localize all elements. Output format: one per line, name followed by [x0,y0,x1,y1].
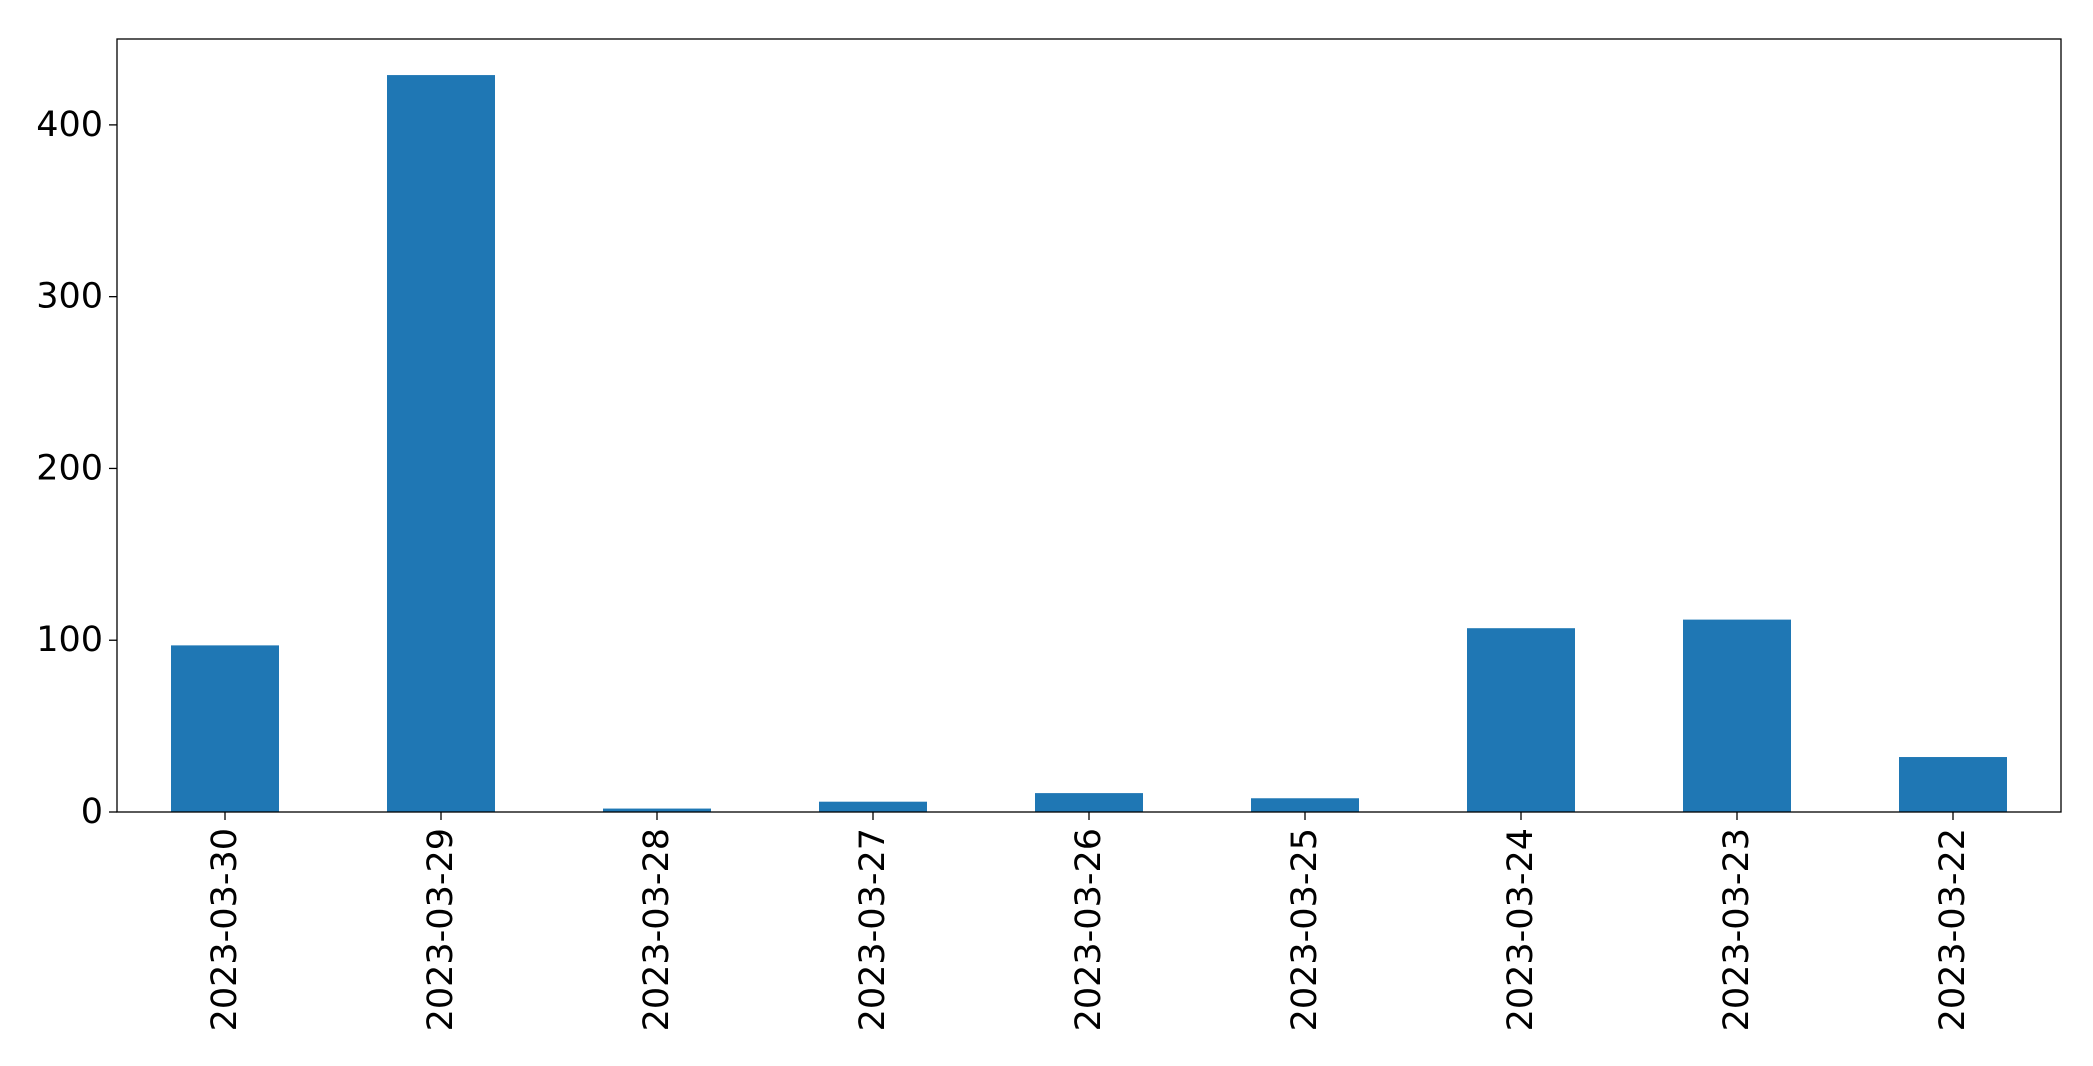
bar-2023-03-25 [1251,798,1359,812]
bar-2023-03-27 [819,801,927,812]
bar-2023-03-24 [1467,628,1575,812]
x-tick-label: 2023-03-29 [421,828,461,1031]
x-tick-label: 2023-03-26 [1069,828,1109,1031]
bars-group [171,75,2007,812]
y-tick-label: 300 [36,277,103,317]
bar-2023-03-22 [1899,757,2007,812]
bar-2023-03-30 [171,645,279,812]
y-tick-label: 200 [36,448,103,488]
bar-2023-03-26 [1035,793,1143,812]
x-tick-label: 2023-03-25 [1285,828,1325,1031]
x-tick-label: 2023-03-28 [637,828,677,1031]
y-tick-label: 400 [36,105,103,145]
y-tick-label: 0 [81,792,103,832]
x-tick-label: 2023-03-24 [1501,828,1541,1031]
y-axis: 0 100 200 300 400 [36,105,117,832]
bar-2023-03-23 [1683,619,1791,812]
x-tick-label: 2023-03-27 [853,828,893,1031]
bar-2023-03-28 [603,808,711,812]
x-axis: 2023-03-30 2023-03-29 2023-03-28 2023-03-27… [205,812,1973,1031]
x-tick-label: 2023-03-30 [205,828,245,1031]
x-tick-label: 2023-03-23 [1717,828,1757,1031]
y-tick-label: 100 [36,620,103,660]
x-tick-label: 2023-03-22 [1933,828,1973,1031]
bar-2023-03-29 [387,75,495,812]
plot-frame [116,38,2062,813]
